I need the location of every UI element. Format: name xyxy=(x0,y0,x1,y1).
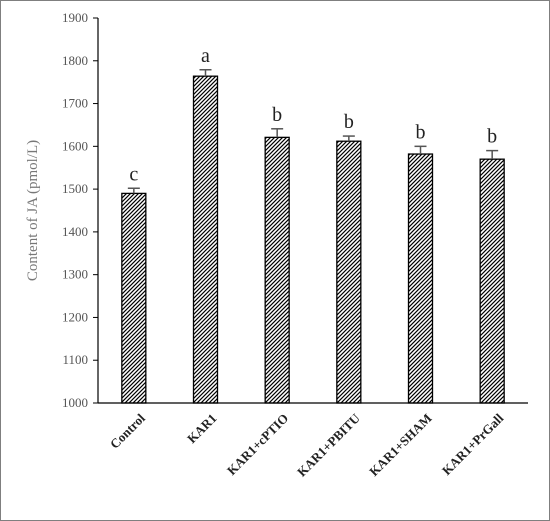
bar-kar1-sham xyxy=(407,153,434,404)
x-axis-categories: Control KAR1 KAR1+cPTIO KAR1+PBITU KAR1+SHAM… xyxy=(107,410,507,479)
y-tick-label: 1100 xyxy=(62,352,88,367)
y-tick-label: 1900 xyxy=(62,10,88,25)
significance-letter: a xyxy=(201,45,210,67)
bar-kar1-pbitu xyxy=(336,140,362,404)
significance-letter: b xyxy=(416,121,426,143)
bar-control xyxy=(121,192,147,404)
y-tick-label: 1400 xyxy=(62,224,88,239)
category-label: KAR1+cPTIO xyxy=(224,411,291,478)
bar-kar1 xyxy=(192,75,219,404)
category-label: KAR1+PBITU xyxy=(294,410,363,479)
bar-kar1-cptio xyxy=(264,136,290,404)
significance-letter: b xyxy=(344,111,354,133)
category-label: KAR1+SHAM xyxy=(366,411,434,479)
significance-letter: b xyxy=(487,126,497,148)
bars xyxy=(121,75,505,404)
y-axis-label: Content of JA (pmol/L) xyxy=(25,140,41,281)
significance-letter: b xyxy=(272,104,282,126)
category-label: KAR1+PrGall xyxy=(439,410,507,478)
y-axis-ticks: 1000 1100 1200 1300 1400 1500 1600 1700 1800 1900 xyxy=(62,10,98,410)
significance-letter: c xyxy=(129,163,138,185)
y-tick-label: 1500 xyxy=(62,181,88,196)
y-tick-label: 1300 xyxy=(62,267,88,282)
error-bars xyxy=(127,69,499,194)
category-label: Control xyxy=(107,410,148,451)
category-label: KAR1 xyxy=(184,411,220,447)
y-tick-label: 1600 xyxy=(62,138,88,153)
y-tick-label: 1000 xyxy=(62,395,88,410)
y-tick-label: 1700 xyxy=(62,96,88,111)
bar-kar1-prgall xyxy=(479,158,505,404)
significance-letters: c a b b b b xyxy=(129,45,497,185)
y-tick-label: 1200 xyxy=(62,309,88,324)
y-tick-label: 1800 xyxy=(62,53,88,68)
